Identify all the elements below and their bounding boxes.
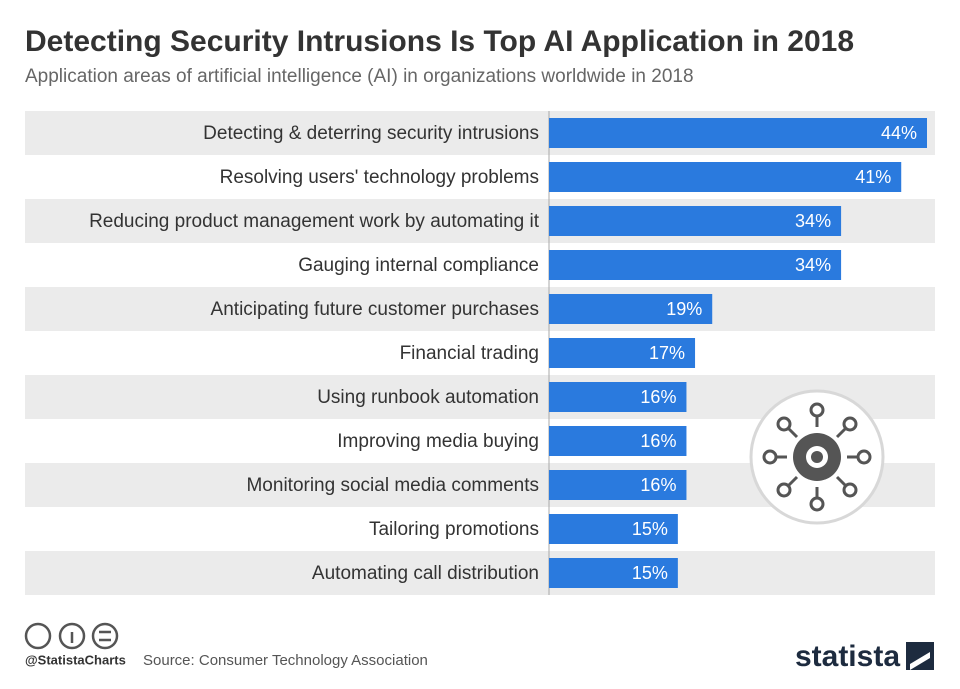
value-label: 16% <box>640 387 676 407</box>
value-label: 19% <box>666 299 702 319</box>
category-label: Gauging internal compliance <box>298 255 539 276</box>
bar <box>549 426 687 456</box>
category-label: Financial trading <box>400 343 539 364</box>
bar <box>549 250 842 280</box>
value-label: 16% <box>640 475 676 495</box>
value-label: 44% <box>881 123 917 143</box>
category-label: Automating call distribution <box>312 563 539 584</box>
row-stripe <box>25 287 935 331</box>
value-label: 17% <box>649 343 685 363</box>
footer-source: Source: Consumer Technology Association <box>143 652 428 669</box>
bar <box>549 118 927 148</box>
category-label: Reducing product management work by auto… <box>89 211 540 232</box>
row-stripe <box>25 551 935 595</box>
category-label: Anticipating future customer purchases <box>211 299 539 320</box>
bar <box>549 558 678 588</box>
bar <box>549 470 687 500</box>
bars: 44% 41% 34% 34% 19% 17% 16% 16% 16% 15% 15% <box>549 118 927 588</box>
brand-mark-stripe <box>910 652 930 670</box>
chart-title: Detecting Security Intrusions Is Top AI … <box>25 25 854 58</box>
category-label: Resolving users' technology problems <box>220 167 539 188</box>
license-icons <box>24 622 119 650</box>
brand-logo: statista <box>795 640 900 673</box>
category-label: Using runbook automation <box>317 387 539 408</box>
category-label: Monitoring social media comments <box>246 475 539 496</box>
value-label: 16% <box>640 431 676 451</box>
bar <box>549 294 713 324</box>
value-label: 15% <box>632 563 668 583</box>
footer-handle: @StatistaCharts <box>25 652 126 667</box>
bar <box>549 162 902 192</box>
bar <box>549 382 687 412</box>
value-label: 34% <box>795 255 831 275</box>
category-label: Improving media buying <box>337 431 539 452</box>
bar <box>549 206 842 236</box>
chart-subtitle: Application areas of artificial intellig… <box>25 66 694 87</box>
value-label: 15% <box>632 519 668 539</box>
category-label: Tailoring promotions <box>369 519 539 540</box>
bar <box>549 514 678 544</box>
category-label: Detecting & deterring security intrusion… <box>203 123 539 144</box>
gear-icon <box>749 389 885 525</box>
value-label: 41% <box>855 167 891 187</box>
value-label: 34% <box>795 211 831 231</box>
bar <box>549 338 696 368</box>
